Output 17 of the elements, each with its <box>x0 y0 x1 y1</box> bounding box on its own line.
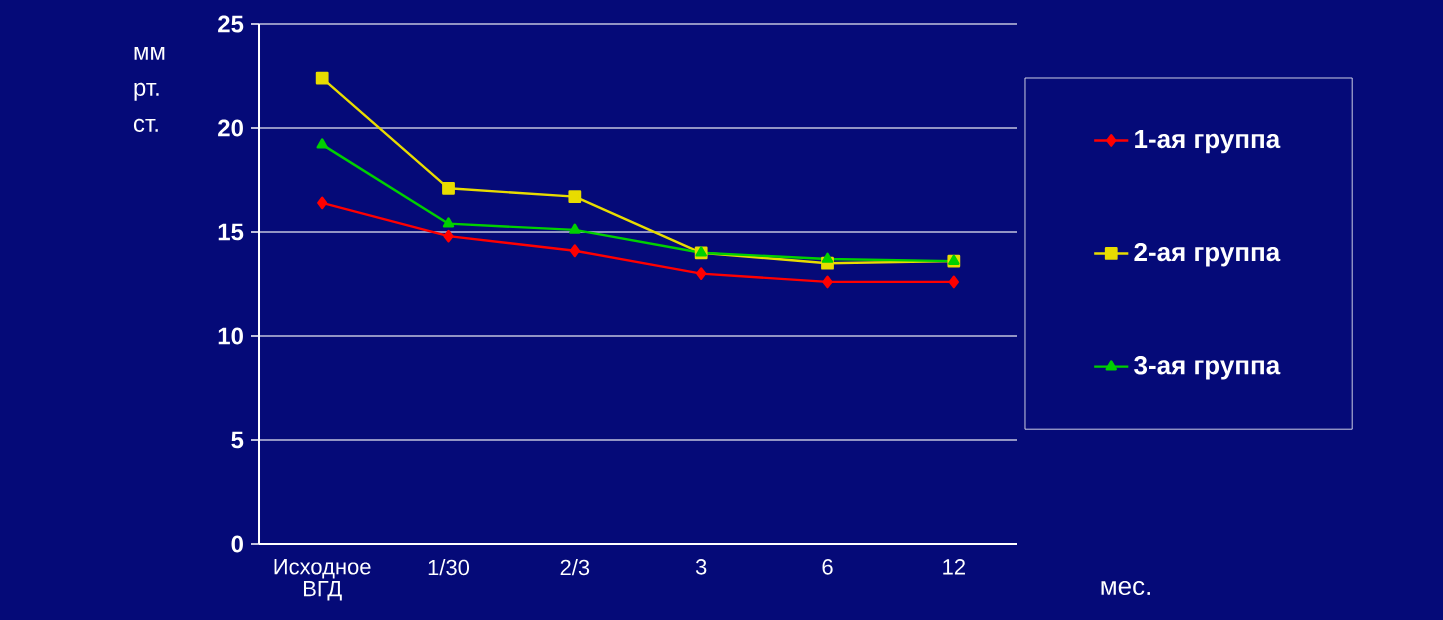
y-tick-label: 15 <box>218 223 244 241</box>
x-tick-label: 3 <box>695 559 707 575</box>
y-tick-label: 5 <box>231 431 244 449</box>
legend-label: 1-ая группа <box>1135 130 1281 154</box>
x-tick-label: Исходное ВГД <box>274 559 371 601</box>
x-axis-title: мес. <box>1101 580 1150 596</box>
y-axis-title: мм рт. ст. <box>133 47 165 132</box>
x-tick-label: 12 <box>943 559 965 575</box>
legend-label: 3-ая группа <box>1134 356 1281 380</box>
legend-label: 2-ая группа <box>1134 242 1281 267</box>
y-tick-label: 0 <box>231 535 243 553</box>
x-tick-label: 2/3 <box>560 559 590 576</box>
x-tick-label: 6 <box>822 559 833 575</box>
y-tick-label: 10 <box>218 327 243 345</box>
y-tick-label: 25 <box>218 15 244 33</box>
x-tick-label: 1/30 <box>428 559 470 576</box>
y-tick-label: 20 <box>218 119 243 137</box>
